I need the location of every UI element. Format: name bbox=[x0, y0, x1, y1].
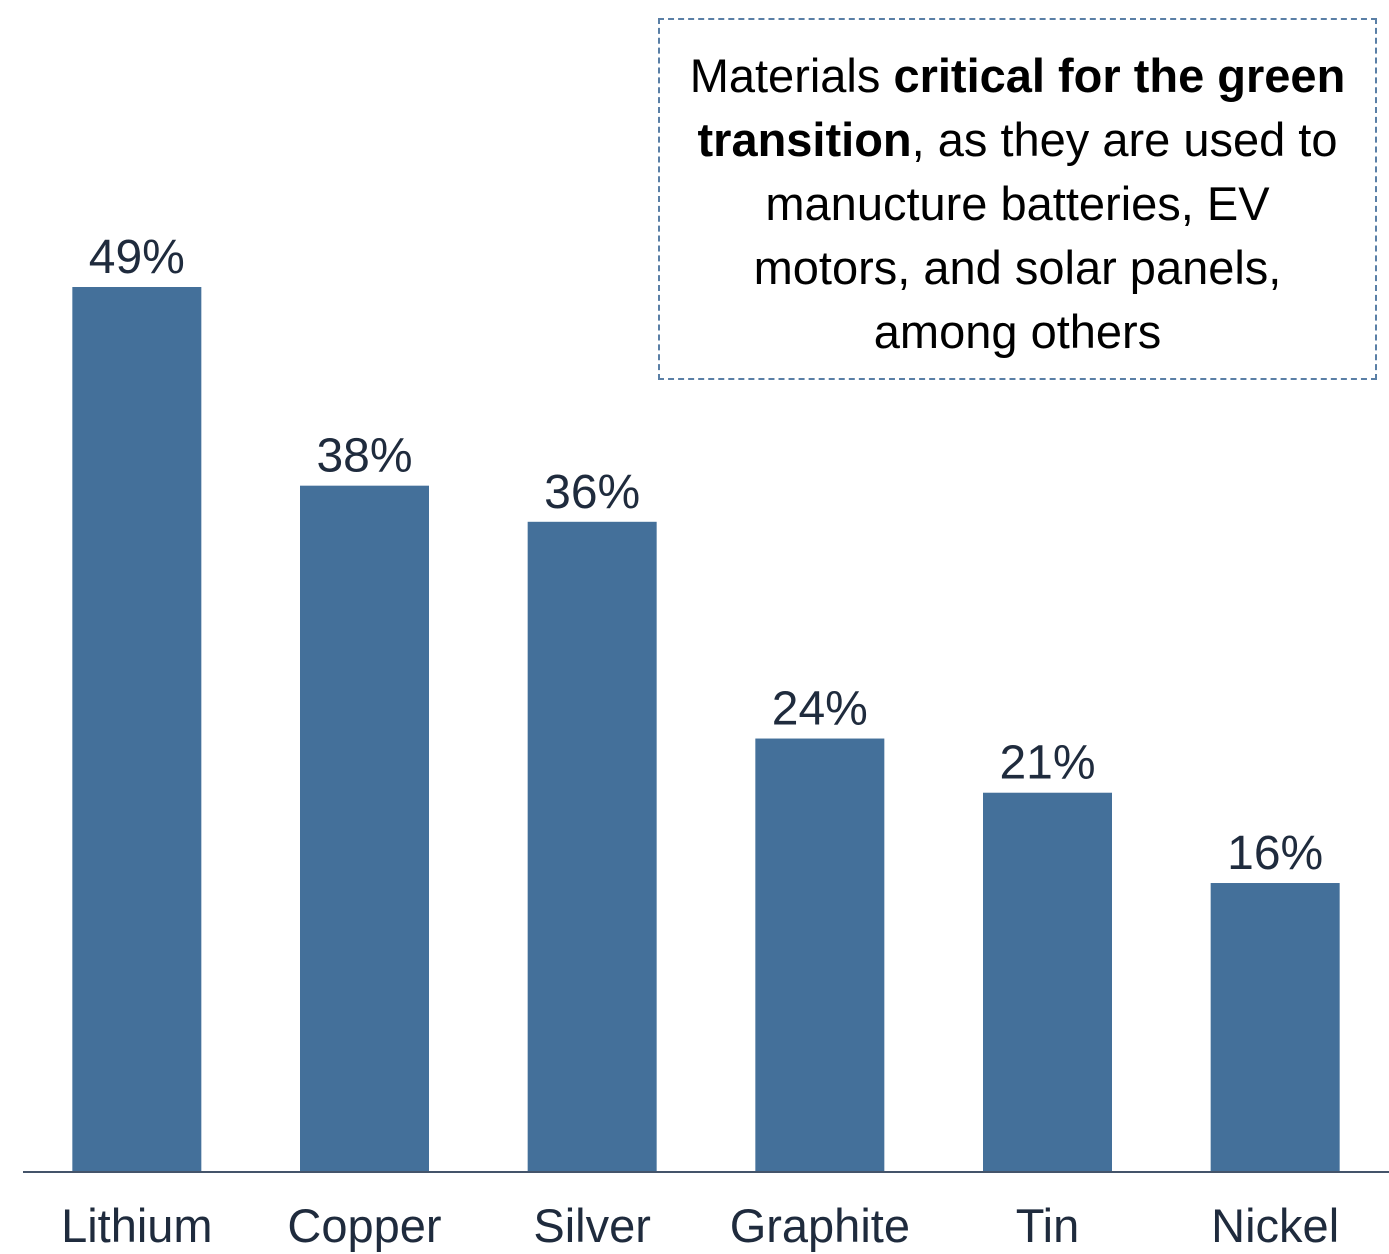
annotation-text: Materials bbox=[689, 49, 894, 102]
bar bbox=[72, 287, 202, 1172]
bar bbox=[300, 485, 429, 1172]
data-label: 24% bbox=[772, 683, 868, 736]
data-label: 49% bbox=[89, 231, 185, 284]
bar bbox=[983, 792, 1112, 1172]
x-tick-label: Nickel bbox=[1211, 1199, 1339, 1252]
x-tick-label: Copper bbox=[287, 1199, 441, 1252]
bar bbox=[527, 521, 657, 1172]
annotation-text: , as they are used to manucture batterie… bbox=[753, 113, 1338, 358]
data-label: 16% bbox=[1227, 827, 1323, 880]
annotation-text: critical for the green transition bbox=[697, 49, 1346, 166]
data-label: 36% bbox=[544, 466, 640, 519]
bar bbox=[755, 738, 885, 1172]
x-tick-label: Graphite bbox=[730, 1199, 910, 1252]
annotation-box: Materials critical for the green transit… bbox=[658, 18, 1377, 380]
x-tick-label: Silver bbox=[533, 1199, 651, 1252]
bar bbox=[1210, 883, 1340, 1172]
x-tick-label: Tin bbox=[1016, 1199, 1080, 1252]
x-tick-label: Lithium bbox=[61, 1199, 213, 1252]
data-label: 21% bbox=[999, 737, 1095, 790]
data-label: 38% bbox=[316, 430, 412, 483]
